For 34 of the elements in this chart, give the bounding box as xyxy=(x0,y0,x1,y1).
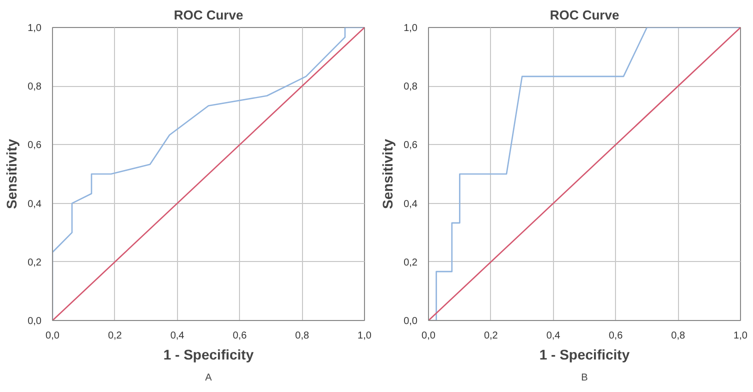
y-tick-label: 0,2 xyxy=(28,257,42,268)
y-tick-label: 0,8 xyxy=(404,82,418,93)
y-tick-label: 0,6 xyxy=(28,140,42,152)
x-tick-label: 1,0 xyxy=(358,330,372,342)
chart-title: ROC Curve xyxy=(174,8,244,22)
y-tick-label: 1,0 xyxy=(404,23,418,34)
y-tick-label: 0,0 xyxy=(28,316,42,327)
x-tick-label: 0,2 xyxy=(484,330,498,342)
x-tick-label: 0,2 xyxy=(108,330,122,342)
line-series xyxy=(428,28,740,320)
y-tick-label: 0,8 xyxy=(28,82,42,93)
y-tick-label: 0,4 xyxy=(28,198,42,210)
chart-title: ROC Curve xyxy=(550,8,620,22)
x-tick-label: 1,0 xyxy=(734,330,748,342)
y-tick-label: 0,4 xyxy=(404,198,418,210)
y-tick-label: 0,0 xyxy=(404,316,418,327)
x-tick-label: 0,0 xyxy=(422,330,436,342)
line-series xyxy=(52,28,364,320)
x-tick-label: 0,6 xyxy=(608,330,624,342)
x-tick-label: 0,8 xyxy=(295,330,310,342)
y-tick-label: 0,2 xyxy=(404,257,418,268)
x-tick-label: 0,0 xyxy=(46,330,60,342)
text: B xyxy=(581,372,588,384)
y-axis-title: Sensitivity xyxy=(4,138,20,210)
x-tick-label: 0,4 xyxy=(170,330,185,342)
x-axis-title: 1 - Specificity xyxy=(163,346,254,362)
x-tick-label: 0,6 xyxy=(232,330,248,342)
x-axis-title: 1 - Specificity xyxy=(539,346,630,362)
y-tick-label: 0,6 xyxy=(404,140,418,152)
x-tick-label: 0,4 xyxy=(546,330,561,342)
y-tick-label: 1,0 xyxy=(28,23,42,34)
x-tick-label: 0,8 xyxy=(671,330,686,342)
y-axis-title: Sensitivity xyxy=(380,138,396,210)
text: A xyxy=(205,372,212,384)
